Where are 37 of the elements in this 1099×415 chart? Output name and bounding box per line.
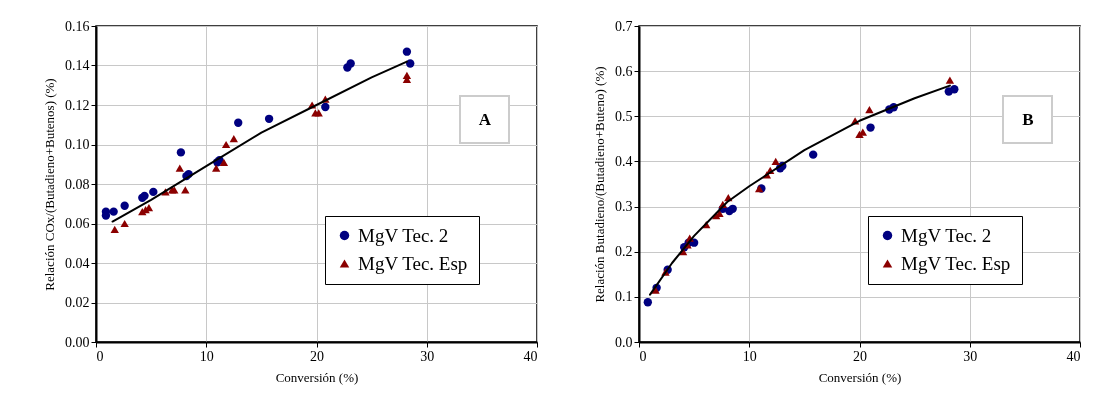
y-tick-label: 0.10 <box>65 137 90 152</box>
x-tick-label: 10 <box>742 348 757 364</box>
legend-label: MgV Tec. Esp <box>358 252 468 274</box>
y-tick-label: 0.7 <box>615 18 633 34</box>
y-axis-title: Relación Butadieno/(Butadieno+Buteno) (%) <box>592 66 607 303</box>
annotation: A <box>478 110 492 129</box>
legend-label: MgV Tec. 2 <box>901 224 992 246</box>
y-tick-label: 0.5 <box>615 108 633 124</box>
y-tick-label: 0.12 <box>65 97 90 113</box>
x-axis-title: Conversión (%) <box>818 369 902 385</box>
legend-label: MgV Tec. Esp <box>901 252 1011 274</box>
annotation: B <box>1022 110 1034 129</box>
y-tick-label: 0.14 <box>65 58 90 73</box>
x-tick-label: 0 <box>639 348 647 364</box>
x-tick-label: 40 <box>523 348 538 364</box>
y-tick-label: 0.0 <box>615 334 633 350</box>
x-axis-title: Conversión (%) <box>275 369 359 385</box>
y-tick-label: 0.02 <box>65 295 90 310</box>
x-tick-label: 30 <box>420 348 435 364</box>
y-tick-label: 0.16 <box>65 18 90 34</box>
x-tick-label: 20 <box>310 348 324 364</box>
y-axis-title: Relación COx/(Butadieno+Butenos) (%) <box>42 78 57 291</box>
y-tick-label: 0.08 <box>65 176 90 192</box>
x-tick-label: 10 <box>199 348 214 364</box>
y-tick-label: 0.3 <box>615 199 633 215</box>
y-tick-label: 0.00 <box>65 334 90 350</box>
x-tick-label: 0 <box>96 348 104 364</box>
y-tick-label: 0.6 <box>615 63 633 79</box>
y-tick-label: 0.06 <box>65 216 90 231</box>
y-tick-label: 0.1 <box>615 289 633 305</box>
y-tick-label: 0.2 <box>615 244 633 260</box>
y-tick-label: 0.4 <box>615 153 633 169</box>
x-tick-label: 20 <box>853 348 867 364</box>
x-tick-label: 30 <box>963 348 978 364</box>
legend-label: MgV Tec. 2 <box>358 224 449 246</box>
x-tick-label: 40 <box>1066 348 1081 364</box>
y-tick-label: 0.04 <box>65 255 90 271</box>
